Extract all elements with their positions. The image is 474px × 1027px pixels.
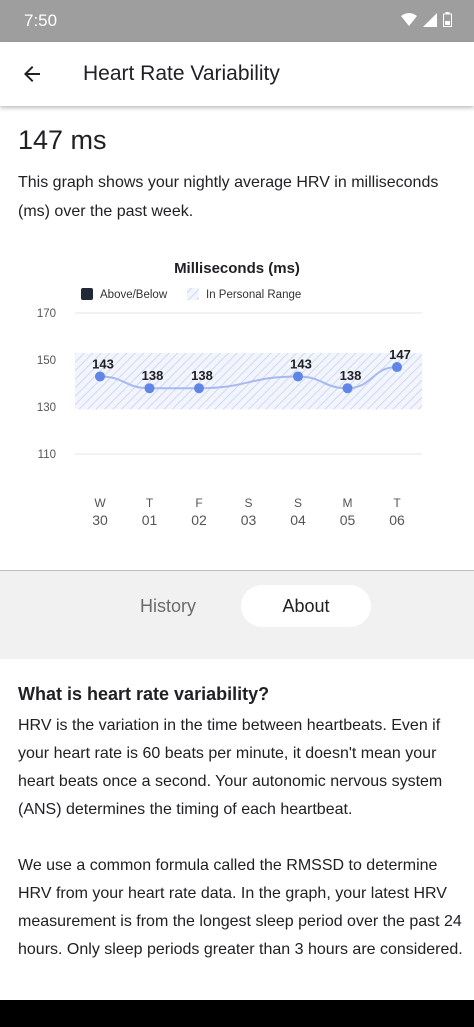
x-tick-date: 02 <box>191 512 207 528</box>
x-tick-day: W <box>94 496 106 510</box>
x-tick-date: 30 <box>92 512 108 528</box>
data-point <box>392 362 402 373</box>
chart-title: Milliseconds (ms) <box>174 260 300 277</box>
data-label: 138 <box>142 368 164 383</box>
tab-about[interactable]: About <box>241 585 371 627</box>
x-tick-day: F <box>195 496 202 510</box>
x-tick-date: 05 <box>340 512 356 528</box>
data-label: 138 <box>340 368 362 383</box>
personal-range-band <box>75 352 422 410</box>
x-tick-date: 06 <box>389 512 405 528</box>
navigation-bar <box>0 1000 474 1027</box>
y-tick-label: 170 <box>37 308 56 320</box>
x-tick-day: T <box>146 496 154 510</box>
x-tick-day: S <box>294 496 302 510</box>
data-label: 143 <box>92 356 114 371</box>
wifi-icon <box>401 12 417 26</box>
data-point <box>342 383 353 394</box>
hrv-chart: Milliseconds (ms) Above/Below In Persona… <box>37 260 422 528</box>
tab-bar: History About <box>0 571 474 659</box>
data-label: 143 <box>290 356 312 371</box>
app-bar: Heart Rate Variability <box>0 42 474 106</box>
x-tick-date: 03 <box>241 512 257 528</box>
y-tick-label: 130 <box>37 402 56 414</box>
hrv-description: This graph shows your nightly average HR… <box>18 174 439 220</box>
y-tick-label: 110 <box>38 449 56 461</box>
status-time: 7:50 <box>24 11 58 30</box>
legend-swatch-personal-range <box>187 288 199 300</box>
data-point <box>293 371 303 382</box>
back-arrow-icon[interactable] <box>20 62 44 86</box>
about-paragraph-2: We use a common formula called the RMSSD… <box>18 857 463 958</box>
chart-legend: Above/Below In Personal Range <box>81 288 301 301</box>
data-point <box>194 383 204 394</box>
legend-label-above-below: Above/Below <box>100 289 168 301</box>
battery-icon <box>443 12 452 27</box>
x-tick-date: 01 <box>142 512 158 528</box>
data-label: 138 <box>191 368 213 383</box>
data-point <box>144 383 155 394</box>
x-tick-date: 04 <box>290 512 306 528</box>
data-label: 147 <box>389 347 411 362</box>
x-tick-day: M <box>343 496 353 510</box>
section-divider <box>0 570 474 571</box>
x-tick-day: S <box>244 496 252 510</box>
status-bar: 7:50 <box>0 0 474 42</box>
data-point <box>95 371 105 382</box>
x-tick-day: T <box>393 496 401 510</box>
about-body: HRV is the variation in the time between… <box>18 712 464 992</box>
signal-icon <box>423 12 437 27</box>
legend-swatch-above-below <box>81 288 93 300</box>
page-title: Heart Rate Variability <box>83 62 280 85</box>
y-tick-label: 150 <box>37 355 56 367</box>
about-paragraph-1: HRV is the variation in the time between… <box>18 717 443 818</box>
hrv-value: 147 ms <box>18 125 107 155</box>
about-heading: What is heart rate variability? <box>18 684 270 704</box>
legend-label-personal-range: In Personal Range <box>206 289 301 301</box>
tab-history[interactable]: History <box>139 596 196 616</box>
status-icons <box>401 12 452 27</box>
